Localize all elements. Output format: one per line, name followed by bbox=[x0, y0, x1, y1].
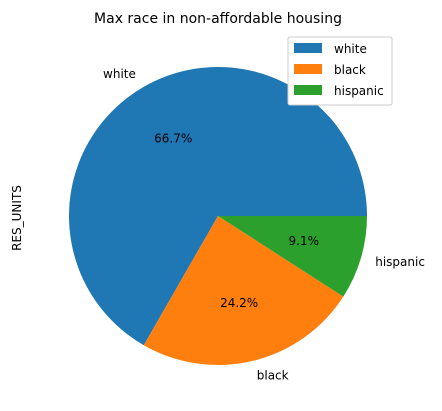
legend-label-white: white bbox=[334, 42, 367, 56]
pie-slices bbox=[69, 67, 368, 365]
legend-swatch-hispanic bbox=[294, 85, 322, 95]
legend-swatch-white bbox=[294, 43, 322, 53]
legend-label-hispanic: hispanic bbox=[334, 84, 384, 98]
legend-items: white black hispanic bbox=[294, 42, 384, 98]
slice-labels: white black hispanic bbox=[103, 67, 425, 382]
y-axis-label: RES_UNITS bbox=[10, 185, 24, 251]
slice-hispanic bbox=[218, 216, 367, 297]
legend: white black hispanic bbox=[287, 36, 393, 106]
percent-label-hispanic: 9.1% bbox=[289, 234, 320, 248]
chart-title: Max race in non-affordable housing bbox=[94, 11, 342, 27]
slice-label-white: white bbox=[103, 67, 136, 81]
percent-labels: 66.7% 24.2% 9.1% bbox=[154, 132, 319, 310]
slice-white bbox=[69, 67, 368, 346]
slice-black bbox=[143, 216, 344, 365]
slice-label-hispanic: hispanic bbox=[375, 255, 425, 269]
slice-label-black: black bbox=[257, 368, 289, 382]
percent-label-white: 66.7% bbox=[154, 132, 192, 146]
legend-label-black: black bbox=[334, 63, 366, 77]
percent-label-black: 24.2% bbox=[220, 296, 258, 310]
legend-swatch-black bbox=[294, 64, 322, 74]
